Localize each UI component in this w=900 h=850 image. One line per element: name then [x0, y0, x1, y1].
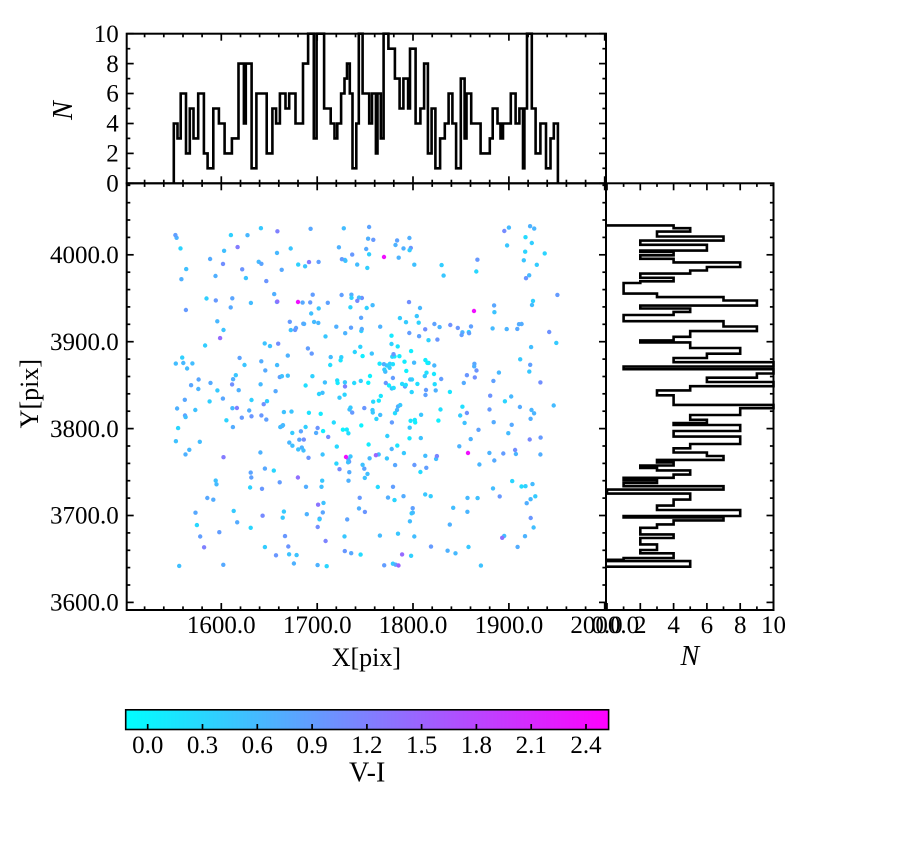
- svg-text:N: N: [48, 100, 79, 121]
- svg-text:10: 10: [761, 612, 786, 639]
- svg-text:0.0: 0.0: [591, 612, 622, 639]
- svg-text:2: 2: [106, 141, 119, 168]
- svg-text:6: 6: [701, 612, 714, 639]
- svg-text:0.3: 0.3: [187, 732, 218, 759]
- svg-text:1.5: 1.5: [406, 732, 437, 759]
- svg-text:3900.0: 3900.0: [50, 329, 119, 356]
- svg-text:1800.0: 1800.0: [379, 612, 448, 639]
- svg-text:Y[pix]: Y[pix]: [15, 359, 44, 428]
- svg-text:1600.0: 1600.0: [187, 612, 256, 639]
- svg-text:6: 6: [106, 81, 119, 108]
- svg-text:1.2: 1.2: [351, 732, 382, 759]
- svg-text:4000.0: 4000.0: [50, 242, 119, 269]
- svg-text:2: 2: [634, 612, 647, 639]
- svg-text:0.0: 0.0: [132, 732, 163, 759]
- svg-text:0.6: 0.6: [242, 732, 273, 759]
- svg-text:8: 8: [734, 612, 747, 639]
- svg-text:V-I: V-I: [349, 758, 385, 789]
- svg-text:2000.0: 2000.0: [570, 612, 639, 639]
- svg-text:2.4: 2.4: [570, 732, 602, 759]
- svg-text:X[pix]: X[pix]: [332, 643, 401, 672]
- svg-text:1900.0: 1900.0: [475, 612, 544, 639]
- svg-text:4: 4: [106, 111, 119, 138]
- svg-text:3700.0: 3700.0: [50, 503, 119, 530]
- svg-text:2.1: 2.1: [516, 732, 547, 759]
- svg-text:1700.0: 1700.0: [283, 612, 352, 639]
- svg-text:4: 4: [667, 612, 680, 639]
- svg-text:3600.0: 3600.0: [50, 590, 119, 617]
- svg-text:1.8: 1.8: [461, 732, 492, 759]
- svg-text:3800.0: 3800.0: [50, 416, 119, 443]
- svg-text:N: N: [679, 641, 700, 672]
- svg-text:10: 10: [94, 21, 119, 48]
- svg-text:0: 0: [106, 171, 119, 198]
- svg-text:8: 8: [106, 51, 119, 78]
- svg-text:0.9: 0.9: [296, 732, 327, 759]
